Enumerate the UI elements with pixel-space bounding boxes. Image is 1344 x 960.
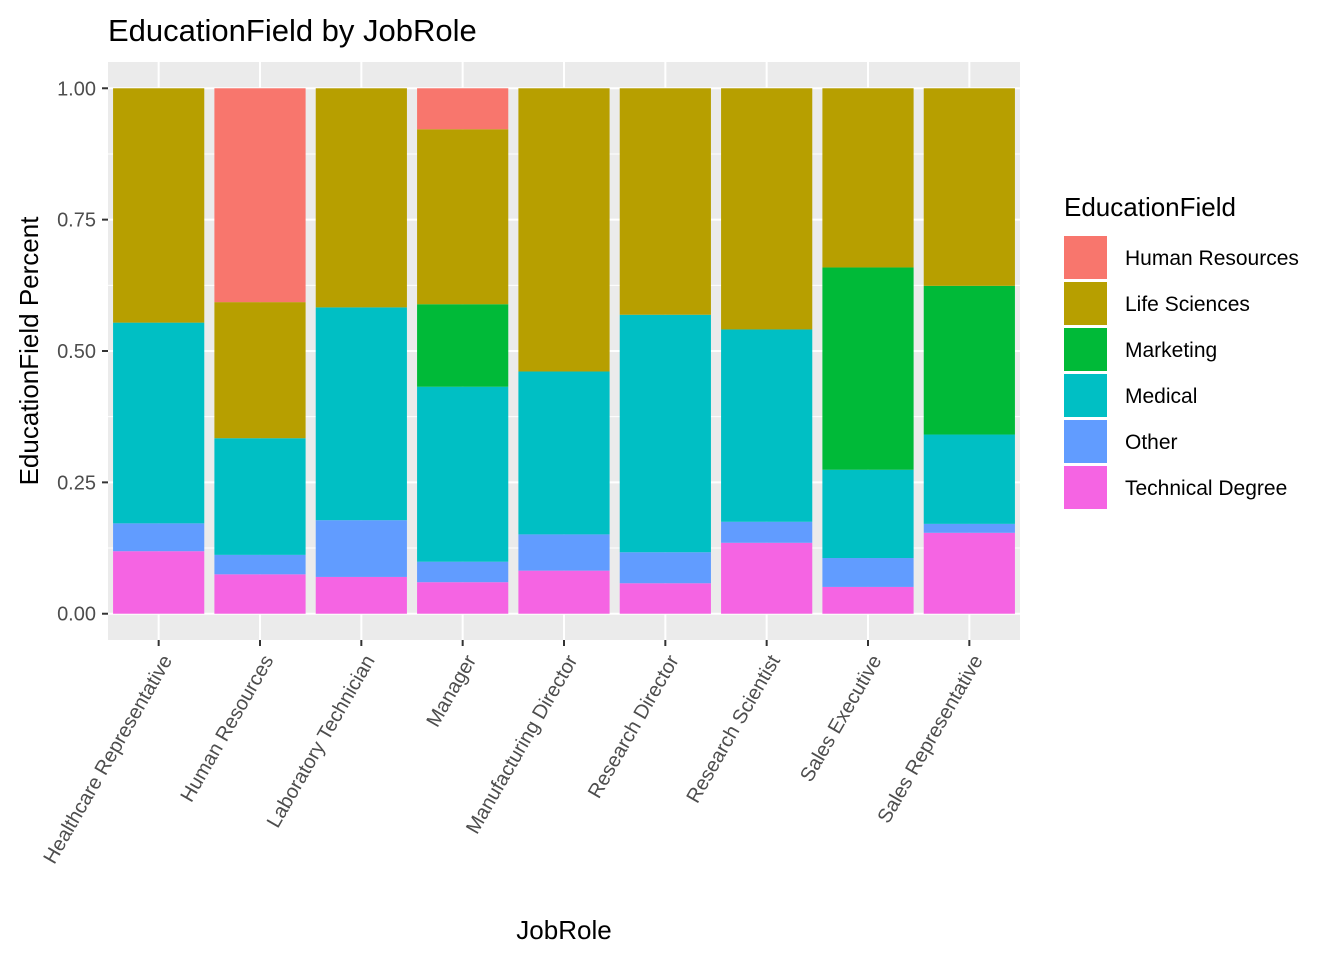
bar-stack-research-scientist — [721, 88, 813, 614]
bar-segment-technical-degree — [417, 582, 509, 614]
legend-item-other: Other — [1064, 420, 1178, 463]
bar-stack-human-resources — [214, 88, 306, 614]
x-axis: Healthcare Representative Human Resources… — [40, 640, 988, 868]
bar-segment-other — [518, 534, 610, 571]
bar-stack-sales-representative — [923, 88, 1015, 614]
bar-segment-other — [417, 561, 509, 583]
legend-item-life-sciences: Life Sciences — [1064, 282, 1250, 325]
bar-segment-other — [923, 523, 1015, 533]
bar-stack-manufacturing-director — [518, 88, 610, 614]
legend-title: EducationField — [1064, 192, 1236, 222]
bar-segment-other — [113, 523, 205, 552]
y-tick-label: 0.25 — [57, 472, 96, 494]
bar-segment-technical-degree — [822, 586, 914, 614]
x-tick-label: Research Scientist — [683, 651, 786, 807]
bar-segment-technical-degree — [721, 542, 813, 614]
bar-segment-other — [721, 521, 813, 543]
bar-segment-life-sciences — [721, 88, 813, 330]
x-tick-label: Manager — [422, 651, 481, 731]
bar-segment-marketing — [923, 285, 1015, 435]
bar-segment-life-sciences — [315, 88, 407, 308]
x-tick-label: Manufacturing Director — [462, 651, 582, 837]
bar-segment-life-sciences — [822, 88, 914, 268]
legend-key — [1064, 282, 1107, 325]
legend-key — [1064, 236, 1107, 279]
bar-segment-human-resources — [417, 88, 509, 130]
bar-segment-other — [214, 554, 306, 575]
legend-item-medical: Medical — [1064, 374, 1197, 417]
legend-label: Other — [1125, 431, 1178, 454]
bar-segment-technical-degree — [923, 532, 1015, 614]
legend-label: Marketing — [1125, 339, 1217, 362]
bar-segment-life-sciences — [113, 88, 205, 323]
bar-segment-marketing — [822, 267, 914, 470]
bar-stack-sales-executive — [822, 88, 914, 614]
y-axis-title: EducationField Percent — [14, 216, 44, 486]
bar-segment-life-sciences — [923, 88, 1015, 286]
x-tick-label: Laboratory Technician — [263, 652, 380, 832]
bar-segment-technical-degree — [315, 576, 407, 614]
y-tick-label: 0.75 — [57, 210, 96, 232]
legend-label: Technical Degree — [1125, 477, 1287, 500]
x-tick-label: Sales Representative — [874, 652, 988, 828]
x-axis-title: JobRole — [516, 915, 611, 945]
bar-segment-other — [822, 558, 914, 587]
x-tick-label: Healthcare Representative — [40, 652, 177, 868]
legend: EducationField Human Resources Life Scien… — [1064, 192, 1299, 509]
bar-segment-medical — [619, 314, 711, 553]
bar-segment-life-sciences — [518, 88, 610, 372]
y-tick-label: 1.00 — [57, 78, 96, 100]
bar-segment-medical — [214, 438, 306, 555]
bar-segment-life-sciences — [417, 129, 509, 305]
bars — [113, 88, 1015, 614]
y-tick-label: 0.00 — [57, 604, 96, 626]
legend-item-marketing: Marketing — [1064, 328, 1217, 371]
y-axis: 0.00 0.25 0.50 0.75 1.00 — [57, 78, 108, 626]
bar-segment-technical-degree — [619, 583, 711, 614]
x-tick-label: Research Director — [584, 651, 684, 802]
bar-stack-healthcare-representative — [113, 88, 205, 614]
legend-key — [1064, 328, 1107, 371]
legend-label: Human Resources — [1125, 247, 1299, 270]
bar-segment-technical-degree — [518, 570, 610, 614]
bar-segment-life-sciences — [619, 88, 711, 315]
x-tick-label: Sales Executive — [796, 652, 886, 786]
bar-segment-medical — [113, 322, 205, 524]
legend-item-human-resources: Human Resources — [1064, 236, 1299, 279]
bar-stack-laboratory-technician — [315, 88, 407, 614]
bar-segment-life-sciences — [214, 302, 306, 439]
bar-stack-research-director — [619, 88, 711, 614]
bar-segment-other — [619, 552, 711, 584]
bar-segment-other — [315, 520, 407, 577]
legend-item-technical-degree: Technical Degree — [1064, 466, 1287, 509]
x-tick-label: Human Resources — [176, 652, 278, 806]
bar-segment-medical — [315, 307, 407, 521]
y-tick-label: 0.50 — [57, 341, 96, 363]
bar-segment-marketing — [417, 304, 509, 387]
bar-segment-medical — [417, 386, 509, 562]
bar-segment-medical — [923, 434, 1015, 524]
bar-segment-medical — [721, 329, 813, 522]
legend-label: Medical — [1125, 385, 1197, 408]
legend-label: Life Sciences — [1125, 293, 1250, 316]
bar-stack-manager — [417, 88, 509, 614]
chart-title: EducationField by JobRole — [108, 13, 477, 48]
bar-segment-medical — [822, 469, 914, 559]
legend-key — [1064, 420, 1107, 463]
bar-segment-medical — [518, 371, 610, 535]
bar-segment-technical-degree — [113, 551, 205, 614]
bar-segment-technical-degree — [214, 574, 306, 614]
legend-key — [1064, 466, 1107, 509]
legend-key — [1064, 374, 1107, 417]
bar-segment-human-resources — [214, 88, 306, 303]
